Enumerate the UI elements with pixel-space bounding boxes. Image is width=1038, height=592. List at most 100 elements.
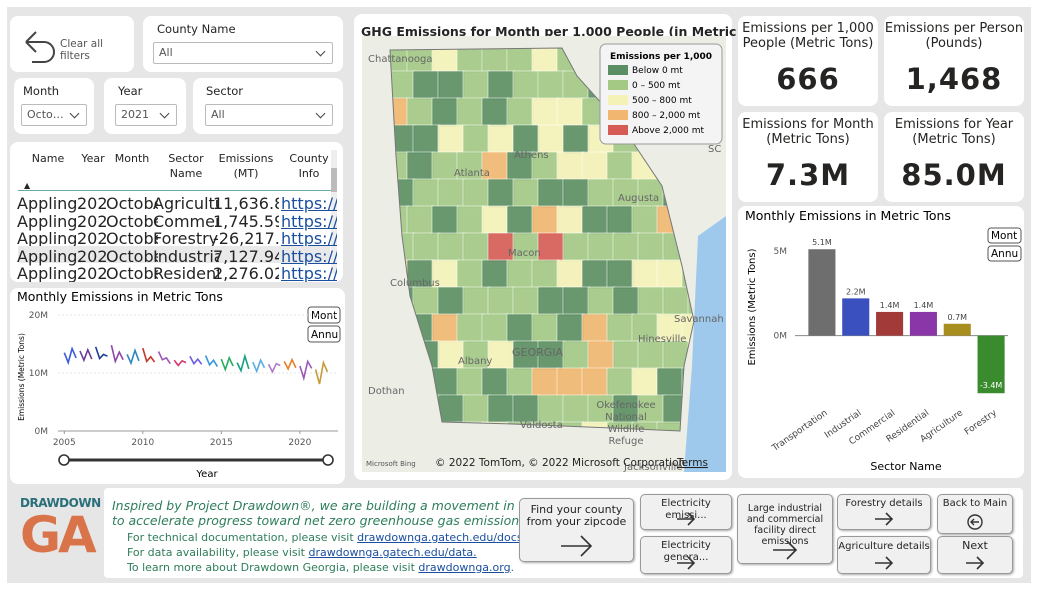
header-rule [18, 190, 334, 191]
table-cell: October [106, 229, 158, 248]
nav-button[interactable]: Electricity emissi... [640, 494, 732, 530]
table-cell: October [106, 211, 158, 231]
county [437, 124, 466, 155]
legend-title: Emissions per 1,000 [610, 52, 712, 62]
table-cell: October [106, 194, 158, 213]
place: SC [708, 144, 721, 155]
county [487, 70, 516, 101]
place: Augusta [618, 193, 659, 204]
table-cell: 2021 [77, 264, 109, 282]
county [462, 70, 491, 101]
dropdown[interactable]: 2021 [115, 104, 177, 126]
column-header: Emissions (MT) [218, 152, 274, 180]
kpi-card: Emissions per Person (Pounds) 1,468 [884, 16, 1024, 106]
county [431, 48, 460, 74]
county [531, 313, 560, 344]
kpi-card: Emissions for Month (Metric Tons) 7.3M [738, 112, 878, 202]
county [587, 178, 616, 209]
county [562, 340, 591, 371]
county [606, 313, 635, 344]
docs-link[interactable]: drawdownga.gatech.edu/docs. [357, 531, 527, 544]
table-cell: Appling [17, 229, 78, 248]
county [631, 421, 660, 431]
nav-button[interactable]: Agriculture details [837, 536, 931, 574]
county-link[interactable]: https://... [281, 194, 337, 213]
nav-button[interactable]: Large industrial and commercial facility… [737, 494, 833, 564]
arrow-icon [875, 556, 894, 570]
legend-label: 0 – 500 mt [632, 81, 681, 91]
dropdown[interactable]: Octo… [21, 104, 87, 126]
terms-link[interactable]: Terms [676, 457, 708, 469]
county [531, 151, 560, 182]
place: Hinesville [638, 334, 686, 345]
nav-button[interactable]: Find your county from your zipcode [519, 498, 634, 562]
county [506, 48, 535, 74]
place: Wildlife [608, 424, 645, 435]
county [562, 232, 591, 263]
place: Dothan [368, 386, 405, 397]
nav-button[interactable]: Forestry details [837, 494, 931, 530]
county [437, 232, 466, 263]
button-label: Find your county from your zipcode [526, 503, 627, 528]
county [531, 367, 560, 398]
county [406, 205, 435, 236]
county [581, 205, 610, 236]
county [562, 178, 591, 209]
kpi-value: 666 [776, 62, 840, 96]
county [587, 286, 616, 317]
clear-filters-panel[interactable]: Clear all filters [10, 16, 134, 72]
column-header: Sector Name [168, 152, 204, 180]
table-cell: 11,636.80 [213, 194, 279, 213]
table-cell: 2021 [77, 211, 109, 231]
scroll-thumb[interactable] [331, 168, 337, 192]
county [606, 421, 635, 431]
map-legend: Emissions per 1,000 Below 0 mt 0 – 500 mt… [599, 43, 723, 145]
county [437, 286, 466, 317]
county [606, 367, 635, 398]
county-link[interactable]: https://... [281, 211, 337, 231]
county [506, 259, 535, 290]
county-link[interactable]: https://... [281, 246, 337, 266]
kpi-label: Emissions for Month (Metric Tons) [742, 117, 874, 147]
data-link[interactable]: drawdownga.gatech.edu/data. [308, 546, 477, 559]
county [537, 70, 566, 101]
kpi-label: Emissions per Person (Pounds) [884, 21, 1024, 51]
place: Okefenokee [596, 400, 655, 411]
county [456, 367, 485, 398]
county [506, 97, 535, 128]
table-cell: Appling [17, 246, 78, 266]
nav-button[interactable]: Back to Main [937, 494, 1013, 534]
dropdown[interactable]: All [205, 104, 333, 126]
nav-button[interactable]: Electricity genera... [640, 536, 732, 574]
county [631, 367, 660, 398]
county-link[interactable]: https://... [281, 264, 337, 282]
county [462, 286, 491, 317]
kpi-card: Emissions for Year (Metric Tons) 85.0M [884, 112, 1024, 202]
intro: to accelerate progress toward net zero g… [112, 513, 530, 528]
county [612, 232, 641, 263]
nav-button[interactable]: Next [937, 536, 1013, 574]
county [531, 97, 560, 128]
map[interactable]: Chattanooga Athens Atlanta Augusta Colum… [362, 36, 726, 472]
table-cell: Residential [153, 264, 219, 282]
legend-label: 500 – 800 mt [632, 96, 692, 106]
button-label: Large industrial and commercial facility… [746, 503, 824, 547]
kpi-label: Emissions per 1,000 People (Metric Tons) [742, 21, 874, 51]
arrow-icon [677, 556, 696, 570]
row-highlight [18, 245, 330, 263]
ocean [684, 216, 726, 472]
info-line: To learn more about Drawdown Georgia, pl… [127, 561, 514, 574]
county [556, 151, 585, 182]
county-link[interactable]: https://... [281, 229, 337, 248]
dropdown[interactable]: All [153, 42, 333, 64]
button-label: Electricity emissi... [661, 498, 711, 521]
county [481, 151, 510, 182]
county [587, 340, 616, 371]
place: Refuge [608, 436, 643, 447]
county [390, 70, 416, 101]
table-cell: 2021 [77, 246, 109, 266]
table-cell: Appling [17, 211, 78, 231]
more-link[interactable]: drawdownga.org [418, 561, 511, 574]
county [581, 151, 610, 182]
